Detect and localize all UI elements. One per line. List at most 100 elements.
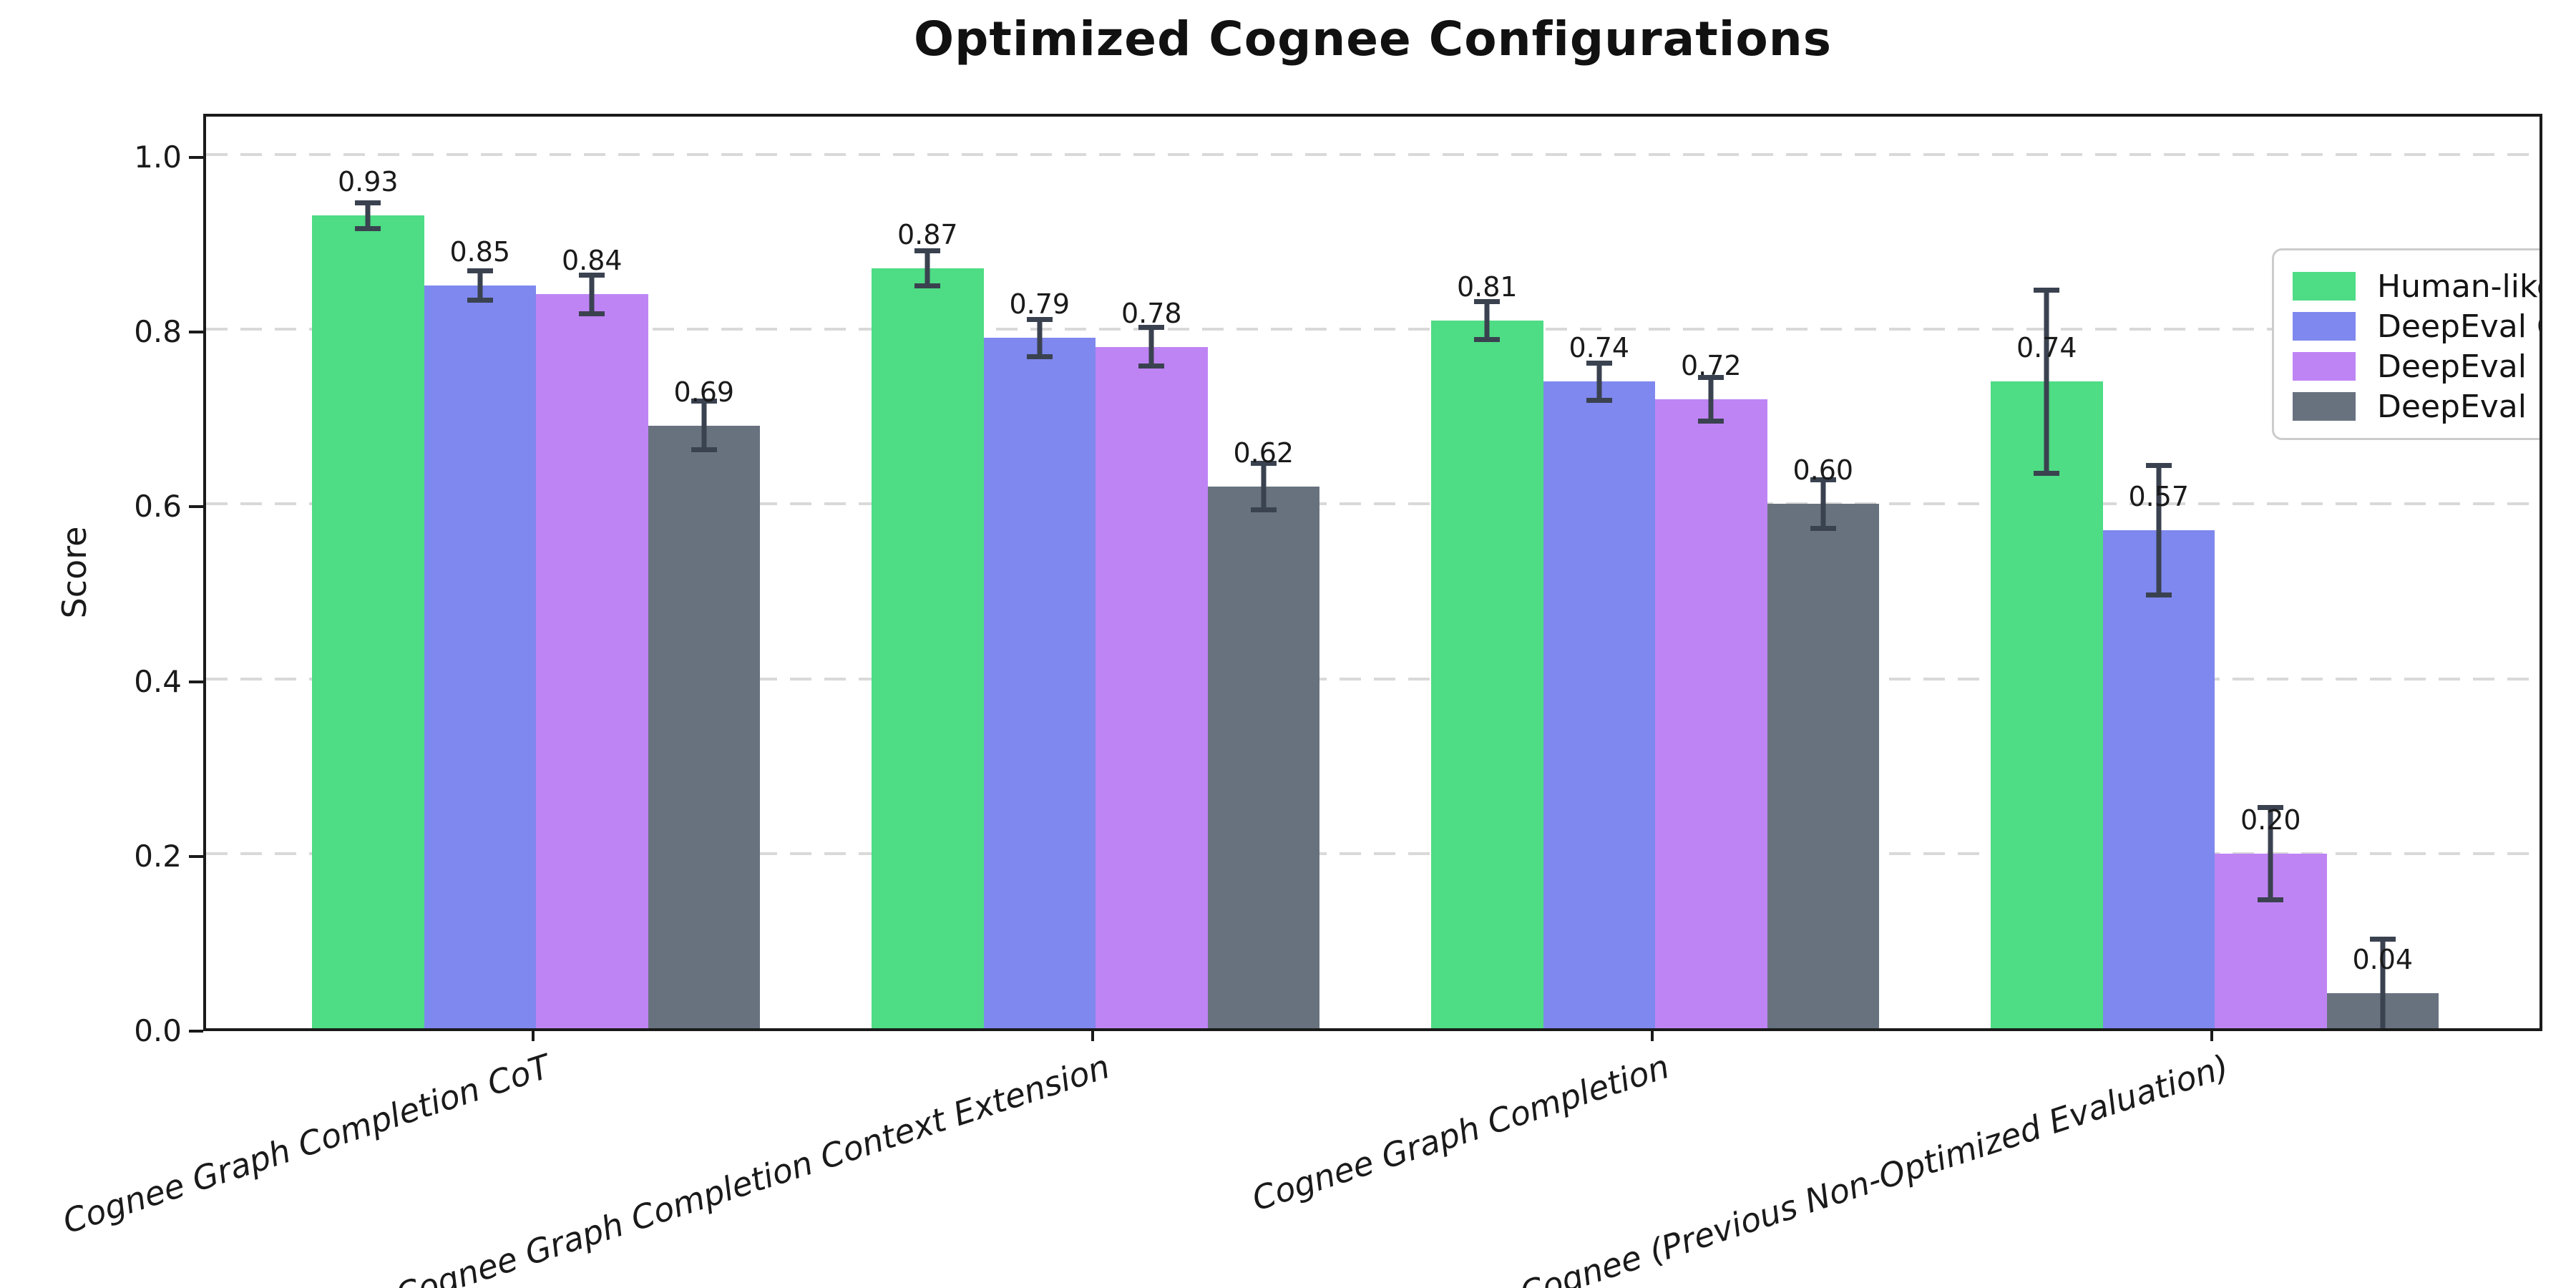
error-bar-cap [2145,592,2172,597]
y-tick-label: 0.8 [134,314,182,350]
value-label: 0.78 [1121,297,1182,329]
y-axis-label: Score [55,526,94,619]
error-bar-cap [1586,361,1612,366]
error-bar-cap [2258,897,2284,903]
error-bar [701,401,707,450]
value-label: 0.81 [1456,271,1518,303]
error-bar [1820,479,1826,529]
error-bar [2156,465,2162,595]
error-bar-cap [1474,337,1501,343]
y-tick-mark [189,854,203,858]
x-tick-mark [1091,1030,1094,1041]
error-bar-cap [355,226,381,232]
value-label: 0.57 [2128,481,2190,513]
error-bar [1261,463,1267,510]
bar [1431,321,1543,1028]
error-bar [365,203,371,229]
y-tick-mark [189,1030,203,1033]
error-bar-cap [1138,325,1165,331]
bar [2102,530,2215,1028]
error-bar-cap [355,200,381,205]
legend-label: Human-like Correctness [2377,268,2542,305]
legend-label: DeepEval F1 [2377,348,2540,385]
chart-title: Optimized Cognee Configurations [913,11,1833,67]
value-label: 0.20 [2240,804,2301,836]
bar [1991,381,2103,1028]
error-bar-cap [1586,397,1612,403]
gridline [206,852,2540,855]
legend-swatch [2293,312,2356,341]
value-label: 0.60 [1792,454,1854,487]
bar [424,286,536,1028]
error-bar-cap [579,311,605,316]
y-tick-label: 0.2 [134,838,182,874]
error-bar-cap [1026,317,1053,323]
error-bar-cap [467,268,493,273]
legend-item: Human-like Correctness [2293,266,2542,306]
x-tick-mark [1651,1030,1654,1041]
error-bar [1484,301,1490,340]
gridline [206,328,2540,331]
error-bar [477,270,483,301]
error-bar-cap [1138,363,1165,369]
value-label: 0.74 [2016,332,2077,364]
error-bar-cap [1698,418,1724,424]
error-bar-cap [1250,460,1277,466]
legend-item: DeepEval EM [2293,386,2540,426]
x-tick-label: Cognee Graph Completion CoT [58,1047,555,1241]
error-bar-cap [2034,287,2060,293]
bar [1543,381,1655,1028]
error-bar [924,250,930,286]
gridline [206,502,2540,506]
value-label: 0.04 [2352,944,2414,976]
error-bar-cap [691,447,717,453]
error-bar-cap [2145,463,2172,469]
error-bar [1148,327,1154,366]
gridline [206,153,2540,156]
error-bar [2268,807,2273,900]
value-label: 0.87 [897,218,958,250]
bar [312,215,424,1028]
error-bar [1596,363,1602,401]
bar [1655,399,1767,1028]
legend-swatch [2293,272,2356,301]
value-label: 0.72 [1680,349,1742,381]
error-bar-cap [467,298,493,303]
value-label: 0.85 [449,236,511,268]
legend-item: DeepEval F1 [2293,346,2540,386]
y-tick-mark [189,505,203,509]
error-bar [1708,377,1714,421]
error-bar-cap [1250,507,1277,513]
value-label: 0.69 [673,376,735,408]
error-bar [2380,939,2386,1028]
bar [1767,504,1879,1028]
value-label: 0.62 [1233,436,1294,469]
error-bar-cap [2369,936,2396,942]
error-bar-cap [1474,298,1501,304]
error-bar-cap [1698,374,1724,380]
legend-label: DeepEval EM [2377,388,2540,425]
value-label: 0.93 [337,166,399,198]
y-tick-mark [189,331,203,334]
gridline [206,677,2540,680]
error-bar-cap [1810,526,1836,532]
error-bar-cap [2258,804,2284,810]
y-tick-label: 0.6 [134,489,182,525]
legend-label: DeepEval Correctness [2377,308,2540,345]
error-bar [1037,319,1043,357]
error-bar-cap [2034,471,2060,477]
y-tick-mark [189,680,203,683]
y-tick-label: 0.4 [134,663,182,699]
value-label: 0.84 [561,245,623,277]
error-bar-cap [579,273,605,278]
error-bar [2044,290,2049,474]
y-tick-label: 0.0 [134,1013,182,1048]
error-bar-cap [1810,477,1836,482]
legend-item: DeepEval Correctness [2293,306,2540,346]
error-bar-cap [914,283,941,288]
legend: Human-like CorrectnessDeepEval Correctne… [2272,248,2542,440]
y-tick-mark [189,156,203,159]
legend-swatch [2293,352,2356,381]
error-bar-cap [914,248,941,253]
bar [1096,346,1208,1028]
